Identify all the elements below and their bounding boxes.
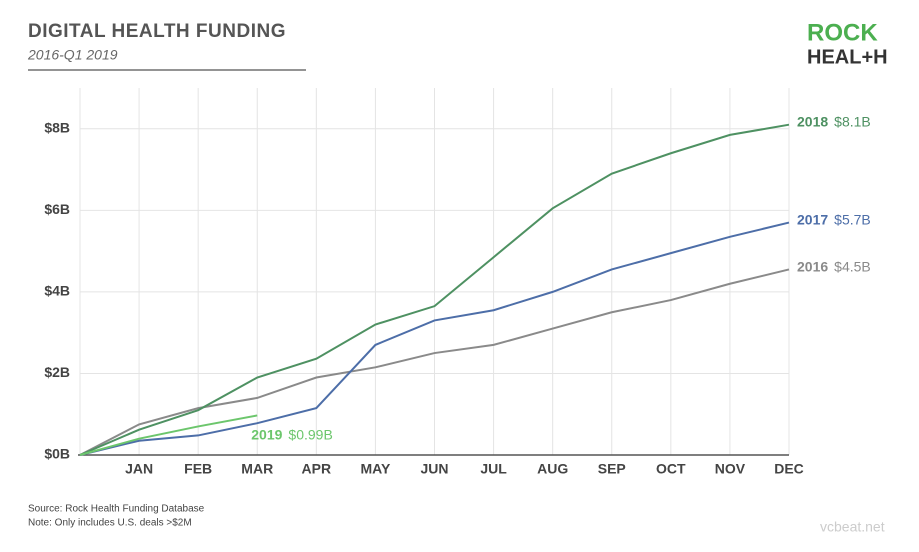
- y-tick-label: $8B: [44, 119, 70, 135]
- x-tick-label: MAY: [361, 461, 391, 477]
- y-tick-label: $0B: [44, 446, 70, 462]
- value-label: $4.5B: [834, 258, 871, 274]
- x-tick-label: AUG: [537, 461, 568, 477]
- chart-title: DIGITAL HEALTH FUNDING: [28, 21, 286, 42]
- x-tick-label: SEP: [598, 461, 626, 477]
- y-tick-label: $2B: [44, 364, 70, 380]
- series-end-label: 2019 $0.99B: [251, 426, 333, 442]
- y-tick-label: $4B: [44, 283, 70, 299]
- x-tick-label: MAR: [241, 461, 273, 477]
- source: Source: Rock Health Funding Database: [28, 504, 205, 515]
- x-tick-label: APR: [302, 461, 332, 477]
- legend-name: 2018: [797, 113, 828, 129]
- series-end-label: 2017 $5.7B: [797, 211, 871, 227]
- x-tick-label: JUL: [480, 461, 507, 477]
- x-tick-label: FEB: [184, 461, 212, 477]
- series-line: [79, 414, 258, 456]
- note: Note: Only includes U.S. deals >$2M: [28, 518, 192, 529]
- series-end-label: 2018 $8.1B: [797, 113, 871, 129]
- legend-name: 2016: [797, 258, 828, 274]
- y-tick-label: $6B: [44, 201, 70, 217]
- legend-name: 2019: [251, 426, 282, 442]
- watermark: vcbeat.net: [820, 519, 885, 535]
- series-line: [79, 221, 790, 456]
- chart-subtitle: 2016-Q1 2019: [27, 47, 118, 63]
- series-end-label: 2016 $4.5B: [797, 258, 871, 274]
- series-line: [79, 123, 790, 456]
- legend-name: 2017: [797, 211, 828, 227]
- x-tick-label: NOV: [715, 461, 746, 477]
- x-tick-label: DEC: [774, 461, 804, 477]
- logo-top: ROCK: [807, 19, 878, 46]
- x-tick-label: JAN: [125, 461, 153, 477]
- value-label: $8.1B: [834, 113, 871, 129]
- value-label: $0.99B: [288, 426, 332, 442]
- series-line: [79, 268, 790, 456]
- x-tick-label: JUN: [420, 461, 448, 477]
- x-tick-label: OCT: [656, 461, 686, 477]
- logo-bottom: HEAL+H: [807, 46, 888, 68]
- value-label: $5.7B: [834, 211, 871, 227]
